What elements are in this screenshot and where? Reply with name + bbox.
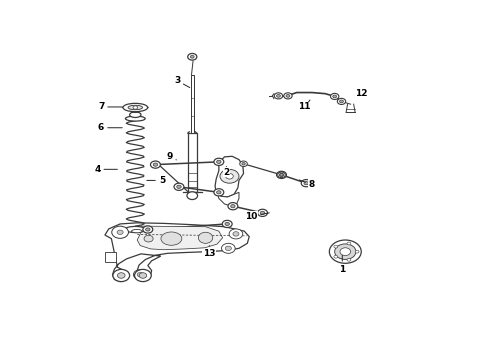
Text: 11: 11 [298,100,311,112]
Circle shape [214,189,224,196]
Text: 10: 10 [245,212,270,221]
FancyBboxPatch shape [105,252,116,262]
Text: 1: 1 [339,255,345,274]
Circle shape [174,183,184,190]
Circle shape [333,95,337,98]
Circle shape [139,273,147,278]
Circle shape [278,172,285,177]
Circle shape [217,160,221,163]
Ellipse shape [125,226,146,233]
Text: 3: 3 [174,76,190,87]
Circle shape [225,246,231,251]
Circle shape [113,269,129,282]
Circle shape [337,98,345,104]
Circle shape [214,158,224,166]
Circle shape [133,270,147,280]
Circle shape [274,93,283,99]
Circle shape [340,248,351,256]
Circle shape [334,245,338,248]
Text: 12: 12 [355,89,368,98]
Circle shape [146,228,150,231]
Circle shape [221,243,235,253]
Circle shape [118,273,125,278]
Circle shape [233,232,239,236]
Circle shape [335,244,356,260]
Circle shape [347,258,351,261]
Text: 2: 2 [223,167,230,177]
Text: 9: 9 [166,152,176,161]
Circle shape [329,240,361,263]
Circle shape [334,255,338,258]
Circle shape [187,192,197,199]
Ellipse shape [161,232,182,245]
Circle shape [153,163,158,166]
FancyBboxPatch shape [188,133,197,192]
Ellipse shape [125,116,145,121]
Circle shape [355,250,359,253]
Text: 4: 4 [94,165,117,174]
Circle shape [190,55,194,58]
Circle shape [301,180,311,187]
Ellipse shape [131,229,142,233]
Text: 5: 5 [147,176,165,185]
Circle shape [279,173,284,176]
Ellipse shape [128,105,143,110]
Circle shape [225,222,229,226]
Ellipse shape [198,232,213,243]
Polygon shape [105,223,249,282]
Circle shape [286,94,290,97]
Circle shape [150,161,160,168]
Circle shape [137,273,143,277]
Circle shape [276,171,287,179]
Circle shape [347,242,351,245]
Circle shape [340,100,343,103]
Circle shape [284,93,292,99]
Text: 6: 6 [98,123,122,132]
Circle shape [135,269,151,282]
Circle shape [242,162,245,165]
Text: 7: 7 [98,103,122,112]
Circle shape [231,204,235,208]
Circle shape [260,211,265,215]
Polygon shape [137,226,222,250]
Circle shape [113,227,127,237]
Circle shape [143,226,153,233]
FancyBboxPatch shape [191,75,194,133]
Circle shape [188,53,197,60]
Text: 8: 8 [299,180,315,189]
Circle shape [144,235,153,242]
Text: 13: 13 [203,246,216,258]
Circle shape [228,203,238,210]
Circle shape [226,174,233,179]
Circle shape [112,226,128,238]
Circle shape [229,229,243,239]
Circle shape [177,185,181,188]
Ellipse shape [131,109,140,112]
Circle shape [240,161,247,167]
Circle shape [258,209,268,216]
Circle shape [117,230,123,234]
Circle shape [217,191,221,194]
Circle shape [276,94,280,97]
Ellipse shape [129,112,141,117]
Circle shape [220,169,239,183]
Circle shape [222,220,232,228]
Ellipse shape [123,103,147,112]
Circle shape [304,181,308,185]
Circle shape [280,174,283,176]
Circle shape [330,93,339,99]
Polygon shape [217,192,239,206]
Polygon shape [215,156,244,197]
Circle shape [133,106,138,109]
